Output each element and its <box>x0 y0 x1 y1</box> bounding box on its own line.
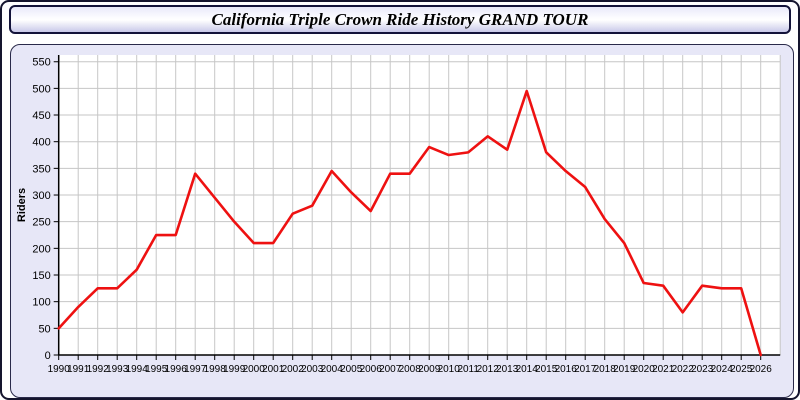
x-tick-label: 1992 <box>87 364 110 375</box>
y-tick-label: 100 <box>32 297 50 309</box>
y-tick-label: 500 <box>32 83 50 95</box>
x-tick-label: 2018 <box>594 364 617 375</box>
page-title: California Triple Crown Ride History GRA… <box>211 9 589 29</box>
y-tick-label: 0 <box>45 350 51 362</box>
x-tick-label: 2021 <box>652 364 675 375</box>
x-tick-label: 1990 <box>48 364 71 375</box>
y-tick-label: 350 <box>32 163 50 175</box>
plot-area <box>58 55 781 355</box>
y-tick-label: 150 <box>32 270 50 282</box>
x-tick-label: 2010 <box>438 364 461 375</box>
y-tick-label: 250 <box>32 217 50 229</box>
y-tick-label: 550 <box>32 57 50 69</box>
y-tick-label: 450 <box>32 110 50 122</box>
title-bar: California Triple Crown Ride History GRA… <box>9 5 791 34</box>
x-tick-label: 2011 <box>457 364 479 375</box>
x-tick-label: 2007 <box>379 364 402 375</box>
x-tick-label: 2009 <box>418 364 441 375</box>
x-tick-label: 2006 <box>360 364 383 375</box>
ride-history-chart: 0501001502002503003504004505005501990199… <box>16 55 781 375</box>
x-tick-label: 2025 <box>730 364 753 375</box>
x-tick-label: 2015 <box>535 364 558 375</box>
x-tick-label: 2026 <box>750 364 773 375</box>
x-tick-label: 2013 <box>496 364 519 375</box>
x-tick-label: 1998 <box>204 364 227 375</box>
y-tick-label: 300 <box>32 190 50 202</box>
y-axis-title: Riders <box>16 188 28 222</box>
x-tick-label: 2000 <box>243 364 266 375</box>
x-tick-label: 1991 <box>67 364 90 375</box>
x-tick-label: 2024 <box>711 364 734 375</box>
x-tick-label: 2002 <box>282 364 305 375</box>
x-tick-label: 1996 <box>165 364 188 375</box>
x-tick-label: 2023 <box>691 364 714 375</box>
x-tick-label: 2022 <box>672 364 695 375</box>
y-tick-label: 50 <box>38 323 50 335</box>
x-tick-label: 2008 <box>399 364 422 375</box>
x-tick-label: 2003 <box>301 364 324 375</box>
x-tick-label: 2020 <box>633 364 656 375</box>
x-tick-label: 1999 <box>223 364 246 375</box>
riders-line-series <box>57 89 763 357</box>
chart-panel: 0 50 100 150 200 250 300 350 400 450 500 550 1990 199… <box>10 44 794 398</box>
x-tick-label: 2016 <box>555 364 578 375</box>
x-tick-label: 1993 <box>106 364 129 375</box>
x-tick-label: 1995 <box>145 364 168 375</box>
x-tick-label: 2004 <box>321 364 344 375</box>
x-tick-label: 2014 <box>516 364 539 375</box>
x-tick-label: 1997 <box>184 364 207 375</box>
x-tick-label: 2019 <box>613 364 636 375</box>
y-tick-label: 200 <box>32 243 50 255</box>
y-tick-label: 400 <box>32 137 50 149</box>
x-tick-label: 2012 <box>477 364 500 375</box>
x-tick-label: 1994 <box>126 364 149 375</box>
x-tick-label: 2017 <box>574 364 597 375</box>
x-tick-label: 2005 <box>340 364 363 375</box>
x-tick-label: 2001 <box>262 364 285 375</box>
